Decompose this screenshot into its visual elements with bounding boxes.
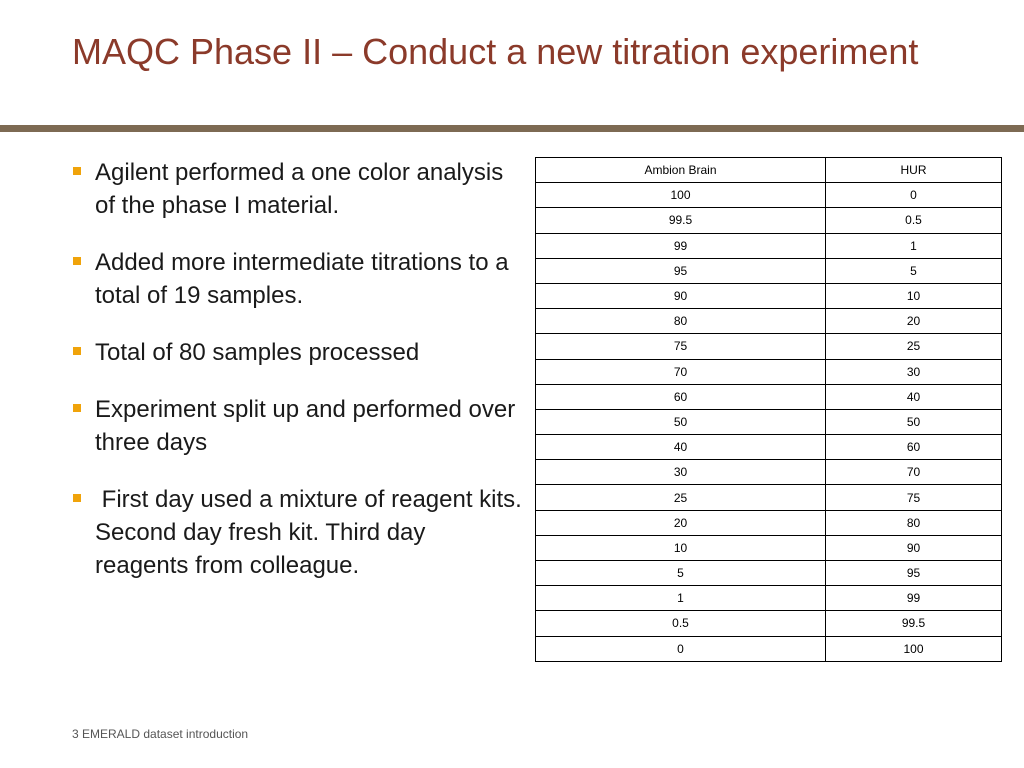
table-row: 60 40: [535, 383, 1002, 410]
bullet-item: Total of 80 samples processed: [72, 336, 522, 369]
titration-table-container: Ambion Brain HUR 100 0 99.5 0.5 99 1 95 5 90 10 80…: [535, 156, 1002, 662]
cell-hur: 5: [825, 257, 1002, 284]
cell-hur: 99.5: [825, 610, 1002, 637]
cell-hur: 25: [825, 333, 1002, 360]
table-row: 0.5 99.5: [535, 610, 1002, 637]
cell-ambion-brain: 75: [535, 333, 826, 360]
table-row: 99.5 0.5: [535, 207, 1002, 234]
cell-hur: 1: [825, 232, 1002, 259]
cell-ambion-brain: 90: [535, 282, 826, 310]
table-row: 50 50: [535, 408, 1002, 436]
bullet-item: Agilent performed a one color analysis o…: [72, 156, 522, 222]
table-row: 100 0: [535, 182, 1002, 209]
cell-ambion-brain: 95: [535, 257, 826, 284]
table-row: 0 100: [535, 635, 1002, 662]
bullet-item: Experiment split up and performed over t…: [72, 393, 522, 459]
table-row: 5 95: [535, 559, 1002, 587]
cell-hur: 20: [825, 308, 1002, 335]
cell-hur: 50: [825, 408, 1002, 436]
cell-hur: 0: [825, 182, 1002, 209]
bullet-list: Agilent performed a one color analysis o…: [72, 156, 522, 606]
bullet-text: Total of 80 samples processed: [95, 339, 420, 366]
cell-hur: 30: [825, 358, 1002, 385]
table-row: 25 75: [535, 484, 1002, 511]
cell-ambion-brain: 60: [535, 383, 826, 410]
cell-hur: 10: [825, 282, 1002, 310]
cell-ambion-brain: 10: [535, 534, 826, 562]
cell-hur: 70: [825, 459, 1002, 486]
cell-ambion-brain: 99: [535, 232, 826, 259]
table-row: 80 20: [535, 308, 1002, 335]
bullet-text: Experiment split up and performed over t…: [95, 396, 516, 456]
table-header-row: Ambion Brain HUR: [535, 156, 1002, 184]
cell-ambion-brain: 100: [535, 182, 826, 209]
bullet-item: First day used a mixture of reagent kits…: [72, 483, 522, 582]
cell-hur: 60: [825, 434, 1002, 461]
bullet-square-icon: [73, 494, 81, 502]
cell-hur: 80: [825, 509, 1002, 536]
cell-hur: 0.5: [825, 207, 1002, 234]
cell-hur: 75: [825, 484, 1002, 511]
table-row: 95 5: [535, 257, 1002, 284]
titration-table: Ambion Brain HUR 100 0 99.5 0.5 99 1 95 5 90 10 80…: [535, 156, 1002, 662]
bullet-square-icon: [73, 404, 81, 412]
bullet-item: Added more intermediate titrations to a …: [72, 246, 522, 312]
bullet-text: Agilent performed a one color analysis o…: [95, 159, 504, 219]
cell-ambion-brain: 0: [535, 635, 826, 662]
cell-ambion-brain: 30: [535, 459, 826, 486]
cell-ambion-brain: 0.5: [535, 610, 826, 637]
table-row: 30 70: [535, 459, 1002, 486]
table-row: 99 1: [535, 232, 1002, 259]
table-row: 70 30: [535, 358, 1002, 385]
column-header-ambion-brain: Ambion Brain: [535, 156, 826, 184]
table-row: 90 10: [535, 282, 1002, 310]
bullet-square-icon: [73, 167, 81, 175]
bullet-text: Added more intermediate titrations to a …: [95, 249, 509, 309]
cell-ambion-brain: 40: [535, 434, 826, 461]
cell-ambion-brain: 70: [535, 358, 826, 385]
table-row: 10 90: [535, 534, 1002, 562]
cell-hur: 99: [825, 585, 1002, 612]
table-body: 100 0 99.5 0.5 99 1 95 5 90 10 80 20 75 25 70 30 60 40 50 5…: [535, 182, 1002, 662]
cell-hur: 100: [825, 635, 1002, 662]
table-row: 20 80: [535, 509, 1002, 536]
cell-hur: 90: [825, 534, 1002, 562]
cell-ambion-brain: 25: [535, 484, 826, 511]
cell-ambion-brain: 99.5: [535, 207, 826, 234]
column-header-hur: HUR: [825, 156, 1002, 184]
table-row: 75 25: [535, 333, 1002, 360]
table-row: 1 99: [535, 585, 1002, 612]
slide-footer: 3 EMERALD dataset introduction: [72, 727, 249, 741]
slide-title: MAQC Phase II – Conduct a new titration …: [72, 31, 919, 72]
bullet-text: First day used a mixture of reagent kits…: [95, 486, 529, 579]
cell-ambion-brain: 80: [535, 308, 826, 335]
cell-hur: 40: [825, 383, 1002, 410]
cell-ambion-brain: 20: [535, 509, 826, 536]
bullet-square-icon: [73, 257, 81, 265]
title-divider: [0, 125, 1024, 132]
bullet-square-icon: [73, 347, 81, 355]
cell-ambion-brain: 5: [535, 559, 826, 587]
cell-hur: 95: [825, 559, 1002, 587]
cell-ambion-brain: 50: [535, 408, 826, 436]
cell-ambion-brain: 1: [535, 585, 826, 612]
table-row: 40 60: [535, 434, 1002, 461]
